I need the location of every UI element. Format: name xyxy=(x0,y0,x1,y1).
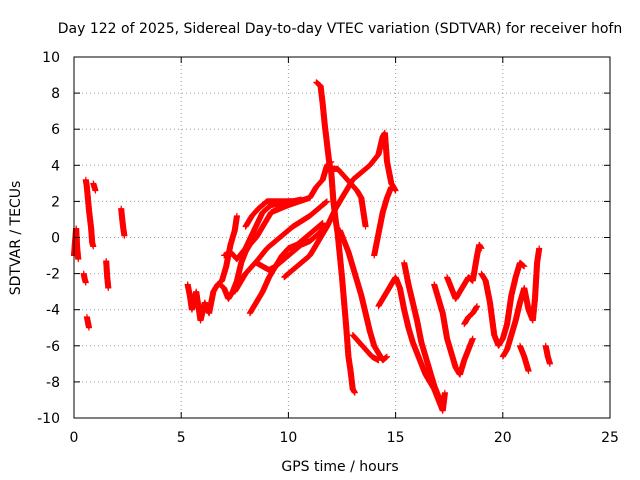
data-points xyxy=(71,79,553,414)
data-point xyxy=(474,303,481,310)
data-point xyxy=(375,357,382,364)
data-point xyxy=(319,220,326,227)
data-point xyxy=(439,396,446,403)
data-point xyxy=(92,187,99,194)
data-point xyxy=(233,212,240,219)
data-point xyxy=(75,256,82,263)
data-point xyxy=(478,245,485,252)
data-point xyxy=(469,335,476,342)
data-point xyxy=(441,389,448,396)
data-point xyxy=(298,196,305,203)
data-point xyxy=(323,198,330,205)
data-point xyxy=(536,245,543,252)
data-point xyxy=(351,389,358,396)
data-point xyxy=(362,223,369,230)
data-point xyxy=(521,263,528,270)
data-point xyxy=(82,279,89,286)
data-point xyxy=(388,183,395,190)
data-point xyxy=(105,285,112,292)
data-point xyxy=(86,324,93,331)
data-point xyxy=(121,232,128,239)
data-point xyxy=(90,243,97,250)
data-point xyxy=(392,187,399,194)
data-point xyxy=(384,353,391,360)
